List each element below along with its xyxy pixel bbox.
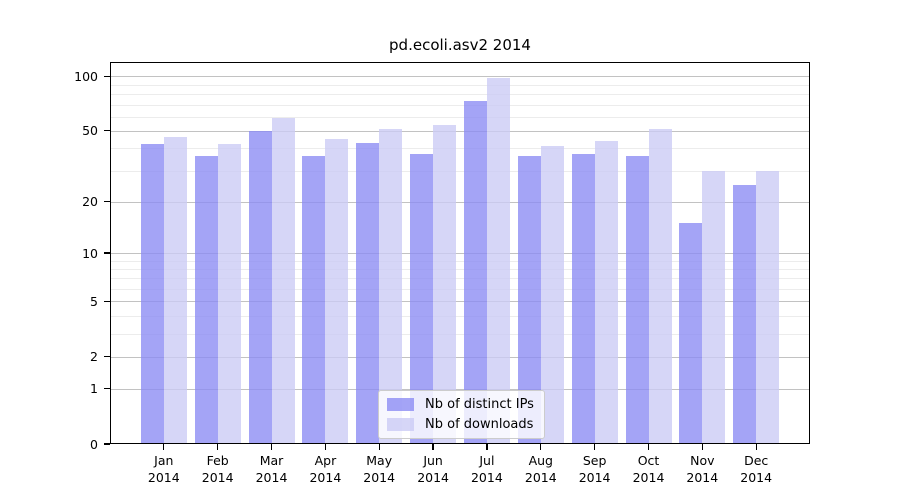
x-tick-label: Dec 2014 <box>740 453 773 485</box>
bar-downloads-jun <box>433 124 457 444</box>
x-tickmark <box>378 444 380 450</box>
minor-gridline <box>110 289 810 290</box>
y-tick-label: 0 <box>90 436 98 452</box>
legend-swatch-distinct-ips-icon <box>387 398 414 411</box>
bar-downloads-feb <box>217 144 241 444</box>
legend-swatch-downloads-icon <box>387 418 414 431</box>
x-tick-label: Jun 2014 <box>417 453 449 485</box>
minor-gridline <box>110 94 810 95</box>
legend-label-downloads: Nb of downloads <box>425 417 534 432</box>
bar-distinct-ips-dec <box>733 184 757 444</box>
x-tickmark <box>217 444 219 450</box>
y-tickmark <box>104 252 110 254</box>
major-gridline <box>110 130 810 132</box>
minor-gridline <box>110 269 810 270</box>
y-tick-label: 5 <box>90 293 98 309</box>
x-tick-label: Feb 2014 <box>201 453 234 485</box>
minor-gridline <box>110 148 810 150</box>
y-tick-label: 100 <box>74 68 98 84</box>
major-gridline <box>110 201 810 203</box>
bar-distinct-ips-jun <box>410 154 434 444</box>
y-tickmark <box>104 200 110 203</box>
y-tickmark <box>104 300 110 302</box>
x-tick-label: Sep 2014 <box>578 453 611 485</box>
bar-downloads-apr <box>325 139 349 444</box>
major-gridline <box>110 301 810 303</box>
y-tick-label: 50 <box>82 123 98 139</box>
bar-distinct-ips-jul <box>463 101 487 444</box>
bar-downloads-mar <box>271 117 295 444</box>
bar-distinct-ips-apr <box>302 156 326 444</box>
x-tickmark <box>432 444 434 450</box>
bar-downloads-sep <box>594 140 618 444</box>
bar-distinct-ips-jan <box>140 144 164 444</box>
y-tick-label: 20 <box>82 194 98 209</box>
bar-distinct-ips-may <box>356 142 380 444</box>
bar-downloads-may <box>379 129 403 444</box>
x-tick-label: Aug 2014 <box>524 453 557 485</box>
y-tickmark <box>104 75 110 78</box>
minor-gridline <box>110 315 810 317</box>
major-gridline <box>110 253 810 254</box>
minor-gridline <box>110 84 810 86</box>
x-tickmark <box>163 444 165 450</box>
y-tickmark <box>104 355 110 358</box>
x-tickmark <box>486 444 488 450</box>
minor-gridline <box>110 260 810 262</box>
x-tickmark <box>755 444 757 450</box>
x-tickmark <box>324 444 327 450</box>
y-tickmark <box>104 388 110 390</box>
x-tick-label: Jan 2014 <box>147 453 180 485</box>
y-tick-label: 2 <box>90 349 98 364</box>
x-tickmark <box>270 444 273 450</box>
chart-title: pd.ecoli.asv2 2014 <box>389 36 531 54</box>
bar-downloads-nov <box>702 170 726 444</box>
bar-distinct-ips-oct <box>625 156 649 444</box>
minor-gridline <box>110 104 810 106</box>
y-tickmark <box>104 443 110 445</box>
x-tick-label: Nov 2014 <box>686 453 719 485</box>
x-tick-label: Jul 2014 <box>470 453 503 485</box>
x-tickmark <box>647 444 650 450</box>
major-gridline <box>110 356 810 358</box>
minor-gridline <box>110 170 810 172</box>
bar-downloads-jul <box>486 78 510 444</box>
x-tick-label: Oct 2014 <box>632 453 665 485</box>
bar-downloads-aug <box>540 146 564 444</box>
x-tickmark <box>540 444 542 450</box>
legend-item-distinct-ips: Nb of distinct IPs <box>387 397 534 412</box>
bar-distinct-ips-nov <box>679 223 703 444</box>
bar-downloads-dec <box>756 170 780 444</box>
major-gridline <box>110 76 810 78</box>
bar-downloads-oct <box>648 129 672 444</box>
bar-distinct-ips-aug <box>517 156 541 444</box>
minor-gridline <box>110 116 810 118</box>
bar-distinct-ips-feb <box>194 156 218 444</box>
minor-gridline <box>110 333 810 335</box>
y-tickmark <box>104 130 110 132</box>
bar-downloads-jan <box>163 137 187 444</box>
bar-distinct-ips-sep <box>571 154 595 444</box>
legend-label-distinct-ips: Nb of distinct IPs <box>425 397 534 412</box>
y-tick-label: 10 <box>82 245 98 261</box>
legend-item-downloads: Nb of downloads <box>387 417 534 432</box>
legend: Nb of distinct IPs Nb of downloads <box>378 390 545 439</box>
x-tick-label: Mar 2014 <box>255 453 288 485</box>
major-gridline <box>110 388 810 390</box>
bar-distinct-ips-mar <box>248 130 272 444</box>
x-tick-label: May 2014 <box>363 453 396 485</box>
minor-gridline <box>110 278 810 280</box>
x-tickmark <box>593 444 596 450</box>
x-tick-label: Apr 2014 <box>309 453 342 485</box>
y-tick-label: 1 <box>90 381 98 397</box>
x-tickmark <box>701 444 703 450</box>
